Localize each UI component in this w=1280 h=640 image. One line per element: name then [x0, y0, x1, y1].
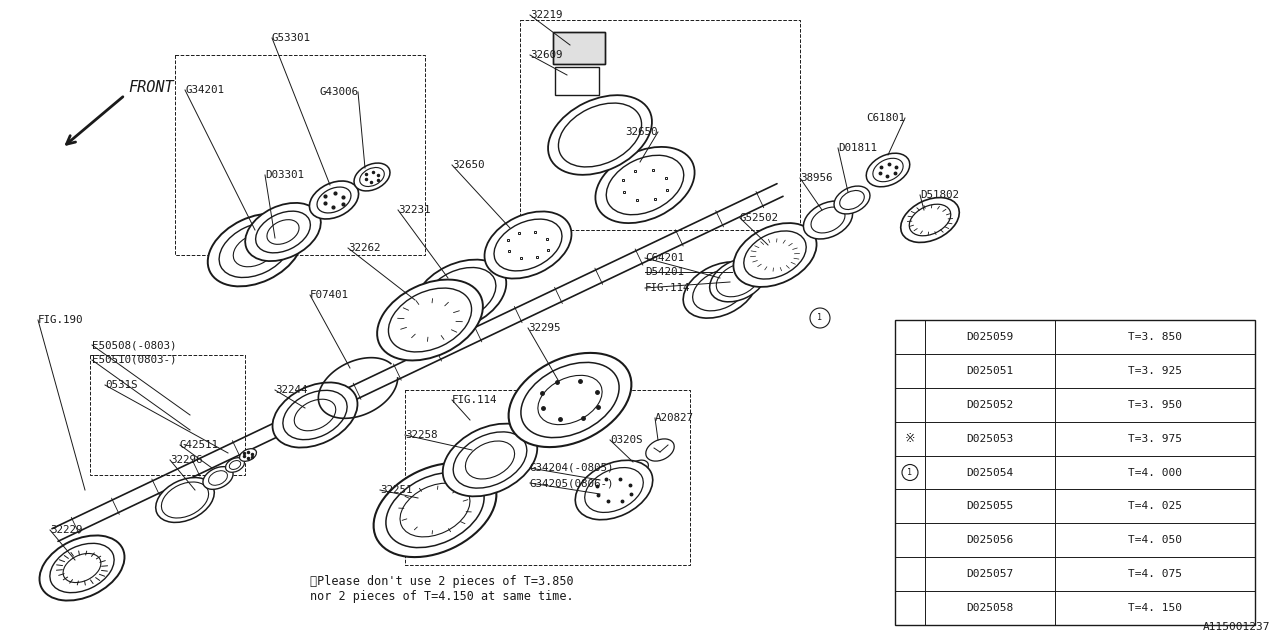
Ellipse shape — [225, 458, 244, 472]
Text: 32244: 32244 — [275, 385, 307, 395]
Text: D01811: D01811 — [838, 143, 877, 153]
Text: 32262: 32262 — [348, 243, 380, 253]
Text: T=4. 150: T=4. 150 — [1128, 603, 1181, 613]
Text: D54201: D54201 — [645, 267, 684, 277]
Ellipse shape — [207, 214, 302, 286]
Ellipse shape — [627, 460, 649, 476]
Ellipse shape — [246, 203, 321, 261]
Ellipse shape — [443, 424, 538, 497]
Ellipse shape — [485, 211, 571, 278]
Text: D025059: D025059 — [966, 332, 1014, 342]
Ellipse shape — [204, 467, 233, 490]
Text: T=3. 950: T=3. 950 — [1128, 400, 1181, 410]
Text: 32296: 32296 — [170, 455, 202, 465]
Ellipse shape — [835, 186, 870, 214]
Bar — [520, 20, 800, 230]
Text: ※Please don't use 2 pieces of T=3.850
nor 2 pieces of T=4.150 at same time.: ※Please don't use 2 pieces of T=3.850 no… — [310, 575, 573, 603]
Ellipse shape — [273, 383, 357, 447]
Text: 32609: 32609 — [530, 50, 562, 60]
Bar — [553, 32, 605, 64]
Ellipse shape — [575, 460, 653, 520]
Ellipse shape — [709, 258, 767, 302]
Text: G34205(0806-): G34205(0806-) — [530, 478, 614, 488]
Ellipse shape — [413, 260, 507, 330]
Text: T=4. 025: T=4. 025 — [1128, 501, 1181, 511]
Ellipse shape — [646, 439, 675, 461]
Text: 32251: 32251 — [380, 485, 412, 495]
Text: G53301: G53301 — [273, 33, 311, 43]
Text: ※: ※ — [905, 432, 915, 445]
Text: D025056: D025056 — [966, 535, 1014, 545]
Ellipse shape — [378, 280, 483, 360]
Text: FIG.114: FIG.114 — [452, 395, 498, 405]
Text: D03301: D03301 — [265, 170, 305, 180]
Text: 1: 1 — [908, 468, 913, 477]
Text: FRONT: FRONT — [128, 81, 174, 95]
Ellipse shape — [374, 463, 497, 557]
Text: D025053: D025053 — [966, 434, 1014, 444]
Text: 32258: 32258 — [404, 430, 438, 440]
Text: D025058: D025058 — [966, 603, 1014, 613]
Bar — [404, 390, 690, 565]
Ellipse shape — [40, 536, 124, 600]
Text: D025052: D025052 — [966, 400, 1014, 410]
Text: D025054: D025054 — [966, 467, 1014, 477]
Text: D025055: D025055 — [966, 501, 1014, 511]
Text: 38956: 38956 — [800, 173, 832, 183]
Ellipse shape — [867, 153, 910, 187]
Text: T=4. 050: T=4. 050 — [1128, 535, 1181, 545]
Text: E50510(0803-): E50510(0803-) — [92, 355, 177, 365]
Text: 32229: 32229 — [50, 525, 82, 535]
Text: 0320S: 0320S — [611, 435, 643, 445]
Bar — [175, 55, 425, 255]
Text: 32231: 32231 — [398, 205, 430, 215]
Ellipse shape — [901, 198, 959, 243]
Text: 32650: 32650 — [626, 127, 658, 137]
Text: 1: 1 — [818, 314, 823, 323]
Text: G34201: G34201 — [186, 85, 224, 95]
Ellipse shape — [239, 449, 256, 461]
Text: D025057: D025057 — [966, 569, 1014, 579]
Bar — [90, 355, 244, 475]
Text: T=3. 975: T=3. 975 — [1128, 434, 1181, 444]
Text: F07401: F07401 — [310, 290, 349, 300]
Text: G52502: G52502 — [740, 213, 780, 223]
Text: G42511: G42511 — [180, 440, 219, 450]
Text: G43006: G43006 — [319, 87, 358, 97]
Ellipse shape — [310, 181, 358, 219]
Text: FIG.190: FIG.190 — [38, 315, 83, 325]
Bar — [895, 320, 1254, 625]
Ellipse shape — [355, 163, 390, 191]
Text: E50508(-0803): E50508(-0803) — [92, 340, 177, 350]
Bar — [556, 67, 599, 95]
Text: C64201: C64201 — [645, 253, 684, 263]
Text: A20827: A20827 — [655, 413, 694, 423]
Text: T=3. 925: T=3. 925 — [1128, 366, 1181, 376]
Text: 0531S: 0531S — [105, 380, 137, 390]
Text: 32295: 32295 — [529, 323, 561, 333]
Text: T=4. 000: T=4. 000 — [1128, 467, 1181, 477]
Ellipse shape — [156, 477, 214, 522]
Ellipse shape — [508, 353, 631, 447]
Text: D51802: D51802 — [920, 190, 959, 200]
Text: 32650: 32650 — [452, 160, 485, 170]
Bar — [553, 32, 605, 64]
Ellipse shape — [733, 223, 817, 287]
Text: A115001237: A115001237 — [1202, 622, 1270, 632]
Ellipse shape — [804, 201, 852, 239]
Ellipse shape — [684, 262, 756, 318]
Text: C61801: C61801 — [867, 113, 905, 123]
Text: D025051: D025051 — [966, 366, 1014, 376]
Ellipse shape — [548, 95, 652, 175]
Text: 32219: 32219 — [530, 10, 562, 20]
Text: FIG.114: FIG.114 — [645, 283, 690, 293]
Text: T=3. 850: T=3. 850 — [1128, 332, 1181, 342]
Text: T=4. 075: T=4. 075 — [1128, 569, 1181, 579]
Text: G34204(-0805): G34204(-0805) — [530, 463, 614, 473]
Ellipse shape — [595, 147, 695, 223]
